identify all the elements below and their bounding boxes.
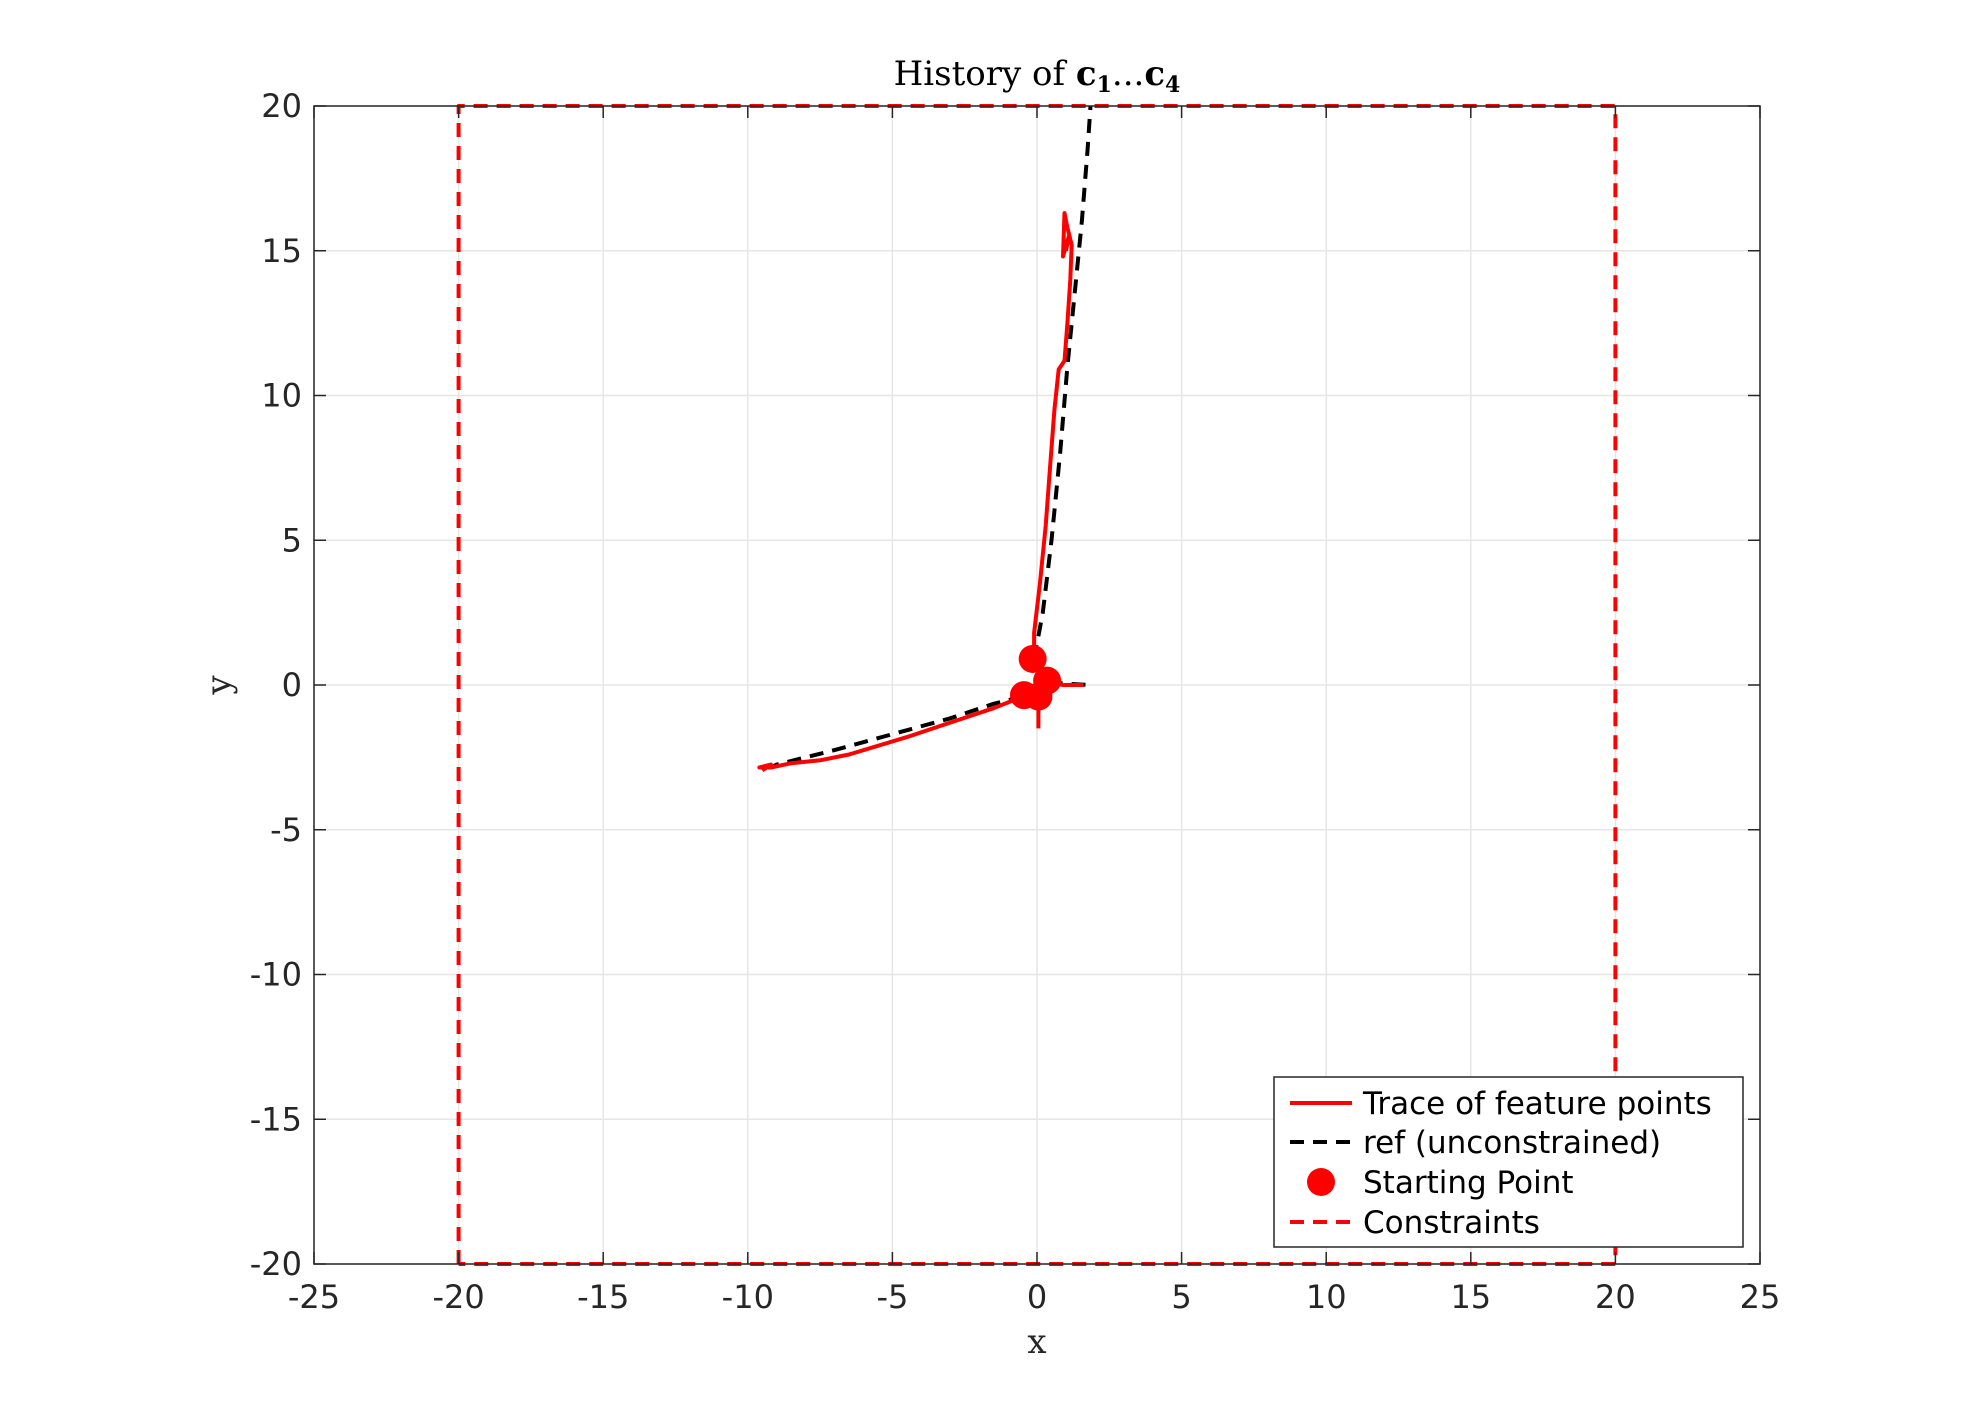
- chart-title: History of c1...c4: [894, 54, 1181, 98]
- x-axis-label: x: [1027, 1322, 1046, 1362]
- x-tick-label: 5: [1171, 1278, 1191, 1316]
- x-tick-label: 15: [1450, 1278, 1491, 1316]
- legend-swatch-start: [1307, 1168, 1335, 1196]
- x-tick-label: -10: [722, 1278, 774, 1316]
- y-axis-label: y: [199, 675, 239, 696]
- legend-entry-trace: Trace of feature points: [1362, 1086, 1712, 1122]
- x-tick-label: 0: [1027, 1278, 1047, 1316]
- series-layer: [456, 104, 1618, 1266]
- x-tick-label: -5: [876, 1278, 908, 1316]
- x-tick-label: 25: [1740, 1278, 1781, 1316]
- series-trace-path-0: [1032, 211, 1074, 659]
- legend-box: [1273, 1076, 1744, 1248]
- series-ref-path-0: [1032, 105, 1093, 660]
- x-tick-label: 20: [1595, 1278, 1636, 1316]
- legend-entry-constraints: Constraints: [1363, 1205, 1540, 1241]
- y-tick-label: 0: [282, 666, 302, 704]
- x-tick-label: 10: [1306, 1278, 1347, 1316]
- y-tick-label: 10: [261, 377, 302, 415]
- legend: Trace of feature points ref (unconstrain…: [1273, 1076, 1744, 1248]
- y-tick-label: -5: [270, 811, 302, 849]
- y-tick-label: 20: [261, 87, 302, 125]
- series-start-point-0: [1018, 644, 1047, 673]
- y-tick-label: -15: [250, 1100, 302, 1138]
- y-tick-label: -10: [250, 956, 302, 994]
- x-tick-label: -15: [577, 1278, 629, 1316]
- x-tick-label: -25: [288, 1278, 340, 1316]
- legend-entry-ref: ref (unconstrained): [1363, 1125, 1661, 1161]
- x-tick-label: -20: [432, 1278, 484, 1316]
- y-tick-label: -20: [250, 1245, 302, 1283]
- ticks: -25 -20 -15 -10 -5 0 5 10 15 20 25-20-15-10-505101…: [250, 87, 1781, 1316]
- series-trace-path-1: [757, 694, 1024, 773]
- series-start-point-3: [1033, 666, 1062, 695]
- series-constraints-path-0: [456, 104, 1618, 1266]
- legend-entry-start: Starting Point: [1363, 1165, 1574, 1201]
- y-tick-label: 15: [261, 232, 302, 270]
- y-tick-label: 5: [282, 521, 302, 559]
